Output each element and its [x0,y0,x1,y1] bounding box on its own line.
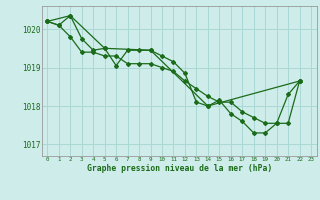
X-axis label: Graphe pression niveau de la mer (hPa): Graphe pression niveau de la mer (hPa) [87,164,272,173]
